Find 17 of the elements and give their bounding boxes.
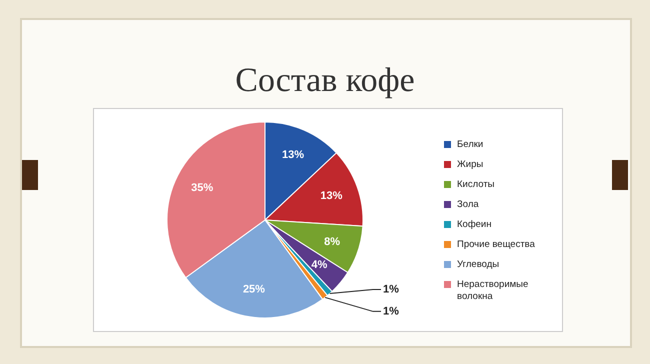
legend-label: Прочие вещества (457, 239, 535, 251)
chart-title: Состав кофе (234, 62, 416, 100)
data-label: 13% (320, 190, 343, 202)
legend-label: Углеводы (457, 259, 500, 271)
legend-label: Зола (457, 199, 479, 211)
data-label: 1% (383, 284, 400, 296)
legend-label: Белки (457, 139, 484, 151)
legend-label: Жиры (457, 159, 484, 171)
data-label: 13% (282, 149, 304, 162)
legend-label: Нерастворимые волокна (457, 279, 530, 303)
data-label: 4% (311, 258, 328, 271)
data-label: 8% (324, 236, 340, 248)
data-label: 35% (191, 182, 214, 194)
data-label: 1% (383, 305, 400, 318)
data-label: 25% (242, 284, 266, 296)
legend-label: Кофеин (457, 219, 492, 231)
legend-label: Кислоты (457, 179, 494, 191)
